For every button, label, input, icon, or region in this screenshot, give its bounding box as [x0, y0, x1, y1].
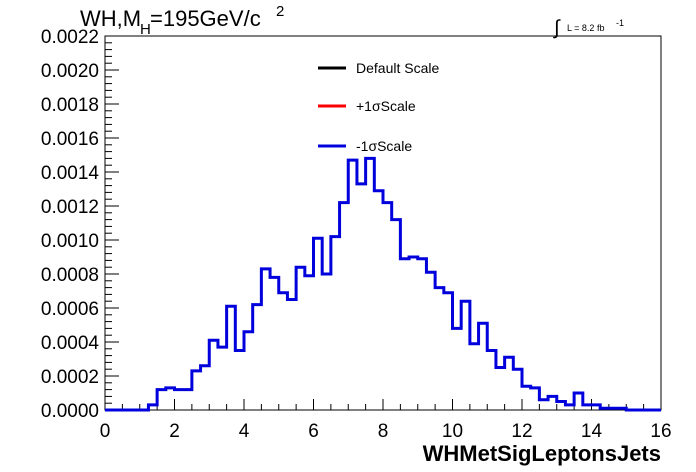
y-tick-label: 0.0018 [41, 95, 99, 116]
legend: Default Scale +1σScale -1σScale [318, 60, 439, 154]
y-tick-label: 0.0014 [41, 163, 100, 184]
luminosity-integral-icon: ∫ [553, 17, 561, 39]
y-tick-label: 0.0006 [41, 299, 99, 320]
series-line [105, 156, 661, 412]
x-tick-label: 14 [581, 421, 603, 442]
series-layer [105, 156, 661, 412]
x-tick-label: 0 [100, 421, 111, 442]
legend-label: Default Scale [356, 60, 439, 76]
y-tick-label: 0.0002 [41, 367, 99, 388]
y-tick-label: 0.0020 [41, 61, 99, 82]
luminosity-label: L = 8.2 fb [567, 23, 604, 33]
legend-label: -1σScale [356, 138, 412, 154]
y-tick-label: 0.0016 [41, 129, 99, 150]
title-main: WH,M [80, 6, 141, 31]
x-tick-label: 10 [442, 421, 463, 442]
plot-frame [104, 35, 662, 411]
title-subscript: H [140, 21, 151, 38]
luminosity-superscript: -1 [616, 18, 624, 28]
x-axis: 0 2 4 6 8 10 12 14 16 [100, 399, 672, 442]
y-tick-label: 0.0000 [41, 401, 99, 422]
x-tick-label: 6 [308, 421, 319, 442]
x-tick-label: 8 [378, 421, 389, 442]
title-value: =195GeV/c [150, 6, 261, 31]
title-superscript: 2 [276, 3, 284, 20]
y-tick-label: 0.0022 [41, 27, 99, 48]
x-axis-label: WHMetSigLeptonsJets [423, 441, 661, 466]
x-tick-label: 4 [239, 421, 250, 442]
legend-label: +1σScale [356, 98, 416, 114]
x-tick-label: 16 [650, 421, 671, 442]
y-tick-label: 0.0004 [41, 333, 100, 354]
x-tick-label: 2 [169, 421, 180, 442]
y-tick-label: 0.0010 [41, 231, 99, 252]
y-tick-label: 0.0012 [41, 197, 99, 218]
x-tick-label: 12 [511, 421, 532, 442]
y-axis: 0.0000 0.0002 0.0004 0.0006 0.0008 0.0010 0.00… [41, 27, 119, 422]
y-tick-label: 0.0008 [41, 265, 99, 286]
